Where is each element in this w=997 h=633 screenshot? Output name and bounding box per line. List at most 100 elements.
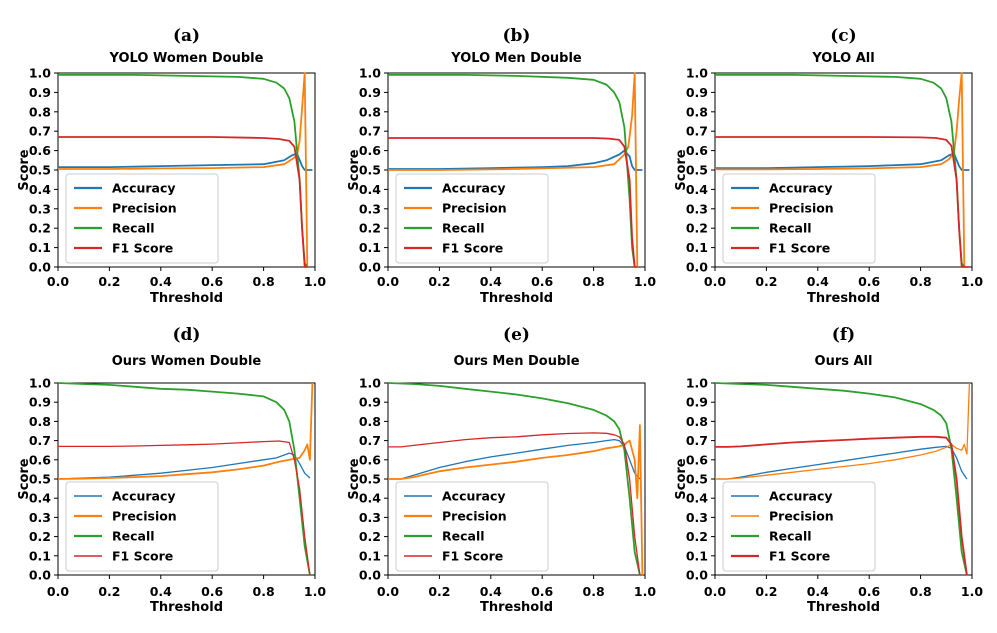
legend-label: Accuracy [112, 181, 176, 196]
series-line-precision [388, 72, 639, 268]
y-tick-label: 0.8 [686, 414, 708, 429]
y-tick-label: 0.9 [359, 85, 381, 100]
legend-label: F1 Score [769, 549, 830, 564]
y-tick-label: 0.6 [686, 143, 708, 158]
y-tick-label: 0.5 [686, 472, 708, 487]
y-axis-label: Score [674, 149, 689, 190]
y-tick-label: 0.4 [686, 491, 708, 506]
y-tick-label: 0.1 [686, 548, 708, 563]
y-tick-label: 0.8 [29, 104, 51, 119]
y-tick-label: 0.6 [359, 143, 381, 158]
x-axis-label: Threshold [480, 291, 553, 306]
y-tick-label: 0.0 [686, 260, 708, 275]
series-line-accuracy [388, 438, 641, 480]
series-line-precision [715, 382, 971, 480]
legend-box [395, 481, 549, 572]
panel-letter: (b) [503, 26, 531, 46]
y-tick-label: 0.8 [359, 414, 381, 429]
x-tick-label: 0.8 [910, 584, 932, 599]
x-tick-label: 1.0 [634, 584, 656, 599]
x-tick-label: 0.0 [704, 584, 726, 599]
y-tick-label: 0.9 [359, 395, 381, 410]
y-tick-label: 0.1 [359, 240, 381, 255]
series-line-f1-score [388, 137, 638, 268]
legend-box [722, 173, 876, 264]
y-tick-label: 0.6 [359, 452, 381, 467]
series-line-accuracy [388, 149, 643, 171]
y-tick-label: 0.7 [359, 124, 381, 139]
legend: Accuracy Precision Recall F1 Score [65, 173, 219, 264]
series-line-recall [715, 382, 968, 576]
x-axis-label: Threshold [480, 600, 553, 615]
y-tick-label: 1.0 [686, 376, 708, 391]
y-axis-label: Score [347, 458, 362, 499]
legend-label: Recall [112, 221, 155, 236]
y-tick-label: 0.9 [686, 85, 708, 100]
y-tick-label: 0.2 [29, 529, 51, 544]
chart-panel-2: (b) YOLO Men Double 0.0 0.1 0.2 0.3 0.4 0.5 0.6 0… [347, 26, 656, 306]
legend-box [395, 173, 549, 264]
x-tick-label: 0.8 [253, 584, 275, 599]
x-tick-label: 0.2 [98, 274, 120, 289]
legend-label: F1 Score [112, 549, 173, 564]
y-tick-label: 0.0 [686, 568, 708, 583]
y-tick-label: 0.7 [359, 433, 381, 448]
legend-label: Accuracy [112, 489, 176, 504]
panel-letter: (c) [830, 26, 856, 46]
series-line-accuracy [58, 452, 311, 480]
y-tick-label: 0.3 [686, 201, 708, 216]
y-axis-label: Score [17, 149, 32, 190]
y-tick-label: 0.9 [29, 85, 51, 100]
y-tick-label: 0.7 [686, 433, 708, 448]
x-tick-label: 0.4 [150, 584, 172, 599]
x-tick-label: 0.0 [377, 274, 399, 289]
y-tick-label: 0.3 [29, 201, 51, 216]
y-tick-label: 0.3 [29, 510, 51, 525]
legend-label: F1 Score [442, 549, 503, 564]
x-tick-label: 1.0 [634, 274, 656, 289]
series-line-accuracy [715, 445, 968, 480]
legend-box [65, 481, 219, 572]
legend-box [65, 173, 219, 264]
x-tick-label: 0.2 [98, 584, 120, 599]
series-line-precision [715, 72, 966, 268]
y-tick-label: 0.1 [686, 240, 708, 255]
y-tick-label: 0.0 [29, 568, 51, 583]
x-tick-label: 0.8 [583, 584, 605, 599]
panel-letter: (f) [832, 325, 855, 345]
y-tick-label: 0.6 [29, 452, 51, 467]
x-tick-label: 0.2 [428, 584, 450, 599]
legend: Accuracy Precision Recall F1 Score [722, 481, 876, 572]
y-axis-label: Score [347, 149, 362, 190]
x-tick-label: 0.4 [480, 584, 502, 599]
panel-letter: (e) [503, 325, 530, 345]
chart-panel-1: (a) YOLO Women Double 0.0 0.1 0.2 0.3 0.4 0.5 0.… [17, 26, 326, 306]
legend-label: Accuracy [769, 489, 833, 504]
x-tick-label: 0.8 [910, 274, 932, 289]
x-tick-label: 1.0 [961, 584, 983, 599]
x-axis-label: Threshold [807, 291, 880, 306]
legend-label: Precision [769, 201, 834, 216]
legend-box [722, 481, 876, 572]
legend-label: F1 Score [769, 241, 830, 256]
x-tick-label: 0.6 [858, 584, 880, 599]
series-line-precision [58, 382, 314, 480]
chart-title: YOLO All [811, 51, 874, 66]
y-tick-label: 0.2 [359, 529, 381, 544]
chart-title: YOLO Men Double [450, 51, 582, 66]
legend-label: Recall [112, 529, 155, 544]
series-line-f1-score [715, 435, 968, 576]
x-tick-label: 0.0 [47, 584, 69, 599]
legend-label: Precision [769, 509, 834, 524]
chart-panel-5: (e) Ours Men Double 0.0 0.1 0.2 0.3 0.4 0.5 0.6 0… [347, 325, 656, 615]
chart-panel-4: (d) Ours Women Double 0.0 0.1 0.2 0.3 0.4 0.5 0.… [17, 325, 326, 615]
legend-label: Accuracy [442, 181, 506, 196]
y-tick-label: 0.4 [359, 182, 381, 197]
chart-title: Ours Women Double [112, 354, 262, 369]
series-line-accuracy [58, 152, 313, 171]
x-tick-label: 0.0 [704, 274, 726, 289]
legend-label: Recall [769, 221, 812, 236]
y-tick-label: 0.5 [29, 163, 51, 178]
y-tick-label: 1.0 [359, 66, 381, 81]
series-line-precision [388, 424, 644, 576]
